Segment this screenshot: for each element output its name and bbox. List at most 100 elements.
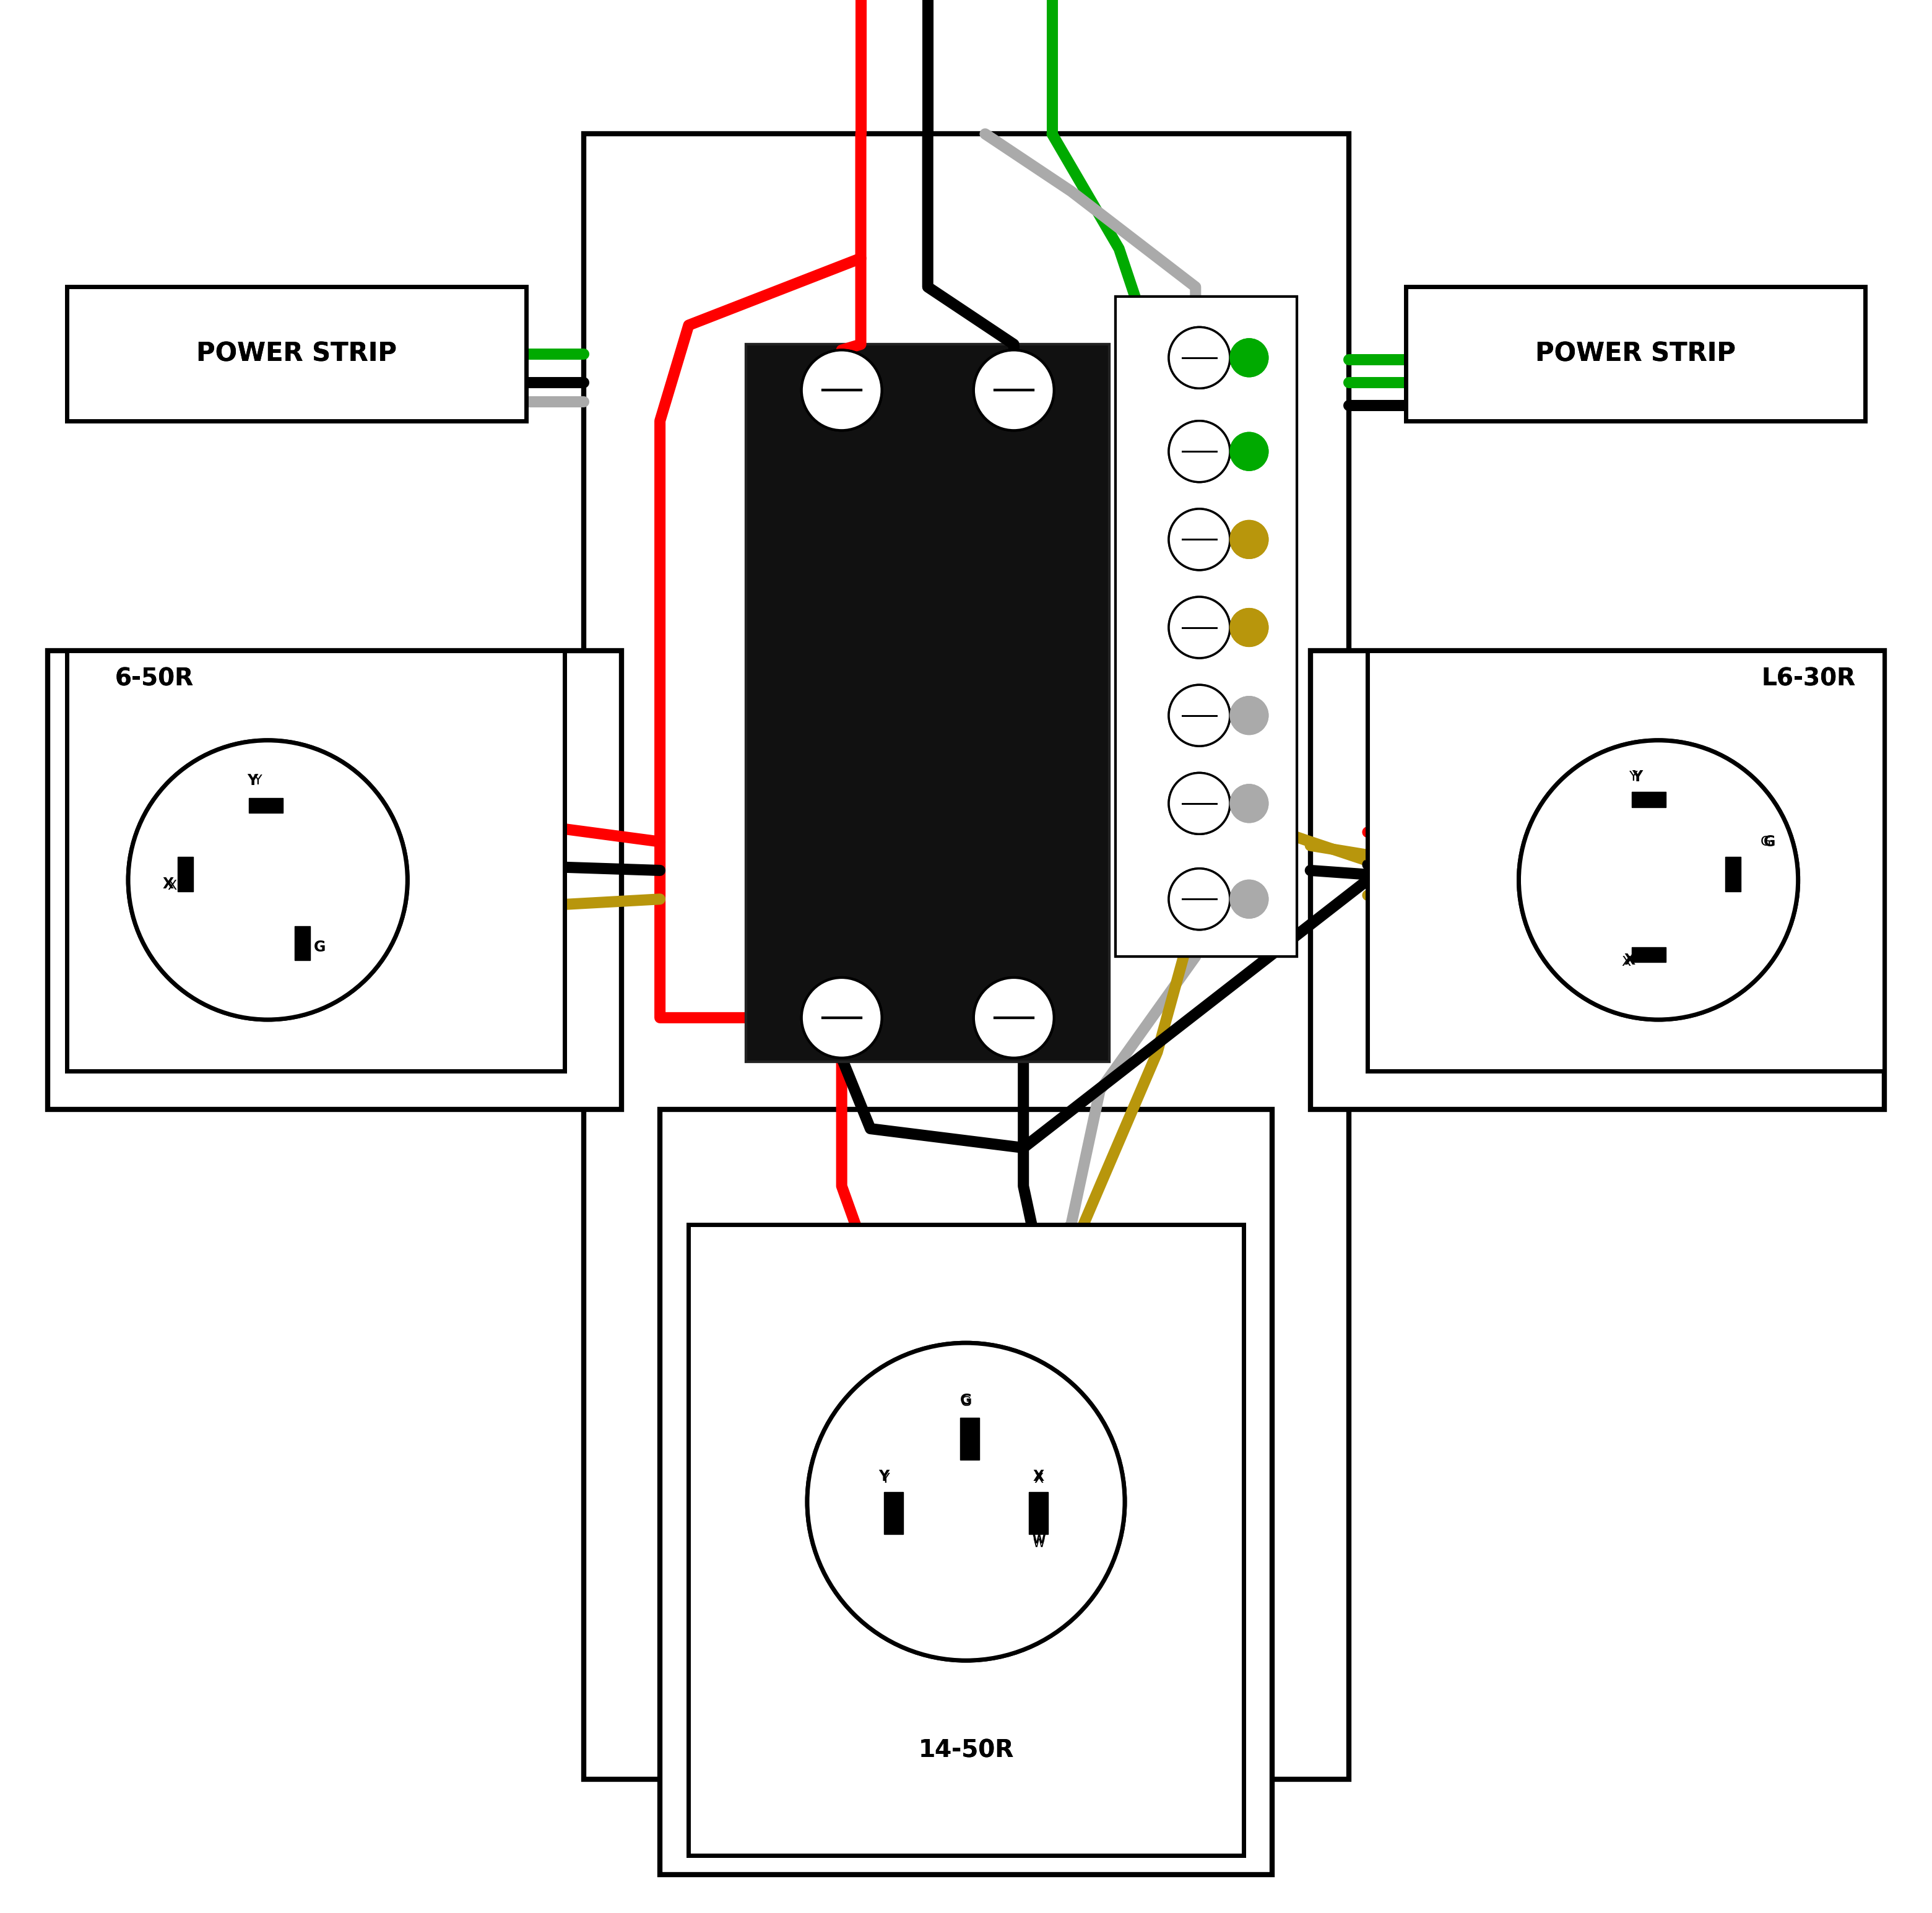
Circle shape bbox=[802, 350, 881, 430]
Text: POWER STRIP: POWER STRIP bbox=[1536, 341, 1735, 367]
Text: W: W bbox=[1034, 1538, 1045, 1550]
Text: 6-50R: 6-50R bbox=[114, 668, 193, 691]
Circle shape bbox=[1169, 685, 1231, 746]
Text: Y: Y bbox=[879, 1469, 889, 1484]
Bar bbox=[1310, 650, 1884, 1110]
Circle shape bbox=[1231, 520, 1267, 559]
Circle shape bbox=[1231, 696, 1267, 735]
Text: 14-50R: 14-50R bbox=[918, 1739, 1014, 1762]
Circle shape bbox=[1169, 773, 1231, 834]
Bar bbox=[249, 796, 284, 815]
Circle shape bbox=[1231, 339, 1267, 377]
Circle shape bbox=[1519, 740, 1799, 1020]
Circle shape bbox=[128, 740, 408, 1020]
Text: Y: Y bbox=[881, 1473, 891, 1484]
Circle shape bbox=[802, 350, 881, 430]
Bar bbox=[249, 798, 284, 813]
Bar bbox=[1406, 287, 1864, 421]
Circle shape bbox=[802, 978, 881, 1058]
Bar bbox=[68, 650, 564, 1071]
Text: G: G bbox=[1764, 834, 1776, 849]
Text: Y: Y bbox=[1633, 769, 1642, 784]
Circle shape bbox=[1231, 432, 1267, 471]
Bar bbox=[1633, 792, 1665, 807]
Text: G: G bbox=[960, 1393, 972, 1408]
Text: W: W bbox=[1032, 1534, 1045, 1546]
Circle shape bbox=[1231, 784, 1267, 823]
Bar bbox=[960, 1418, 980, 1460]
Circle shape bbox=[1231, 608, 1267, 647]
Bar bbox=[68, 287, 526, 421]
Circle shape bbox=[1169, 509, 1231, 570]
Bar bbox=[68, 287, 526, 421]
Bar bbox=[178, 857, 197, 891]
Text: G: G bbox=[313, 939, 325, 955]
Circle shape bbox=[1169, 773, 1231, 834]
Bar bbox=[48, 650, 622, 1110]
Text: X: X bbox=[1034, 1469, 1045, 1484]
Bar bbox=[178, 857, 193, 891]
Circle shape bbox=[1231, 784, 1267, 823]
Bar bbox=[661, 1110, 1271, 1875]
Bar bbox=[1725, 857, 1741, 891]
Bar bbox=[1030, 1492, 1049, 1534]
Circle shape bbox=[1231, 880, 1267, 918]
Text: X: X bbox=[162, 876, 174, 891]
Text: X: X bbox=[1034, 1473, 1043, 1484]
Bar bbox=[883, 1492, 902, 1534]
Circle shape bbox=[1169, 327, 1231, 388]
Bar bbox=[1368, 650, 1884, 1071]
Text: X: X bbox=[168, 880, 178, 891]
Text: L6-30R: L6-30R bbox=[1762, 668, 1855, 691]
Circle shape bbox=[1169, 421, 1231, 482]
Text: G: G bbox=[960, 1396, 972, 1408]
Bar bbox=[746, 344, 1109, 1062]
Bar bbox=[1633, 943, 1665, 962]
Bar bbox=[885, 1492, 904, 1534]
Text: POWER STRIP: POWER STRIP bbox=[197, 341, 396, 367]
Bar bbox=[1633, 792, 1665, 811]
Circle shape bbox=[1169, 869, 1231, 930]
Bar bbox=[1368, 650, 1884, 1071]
Circle shape bbox=[1169, 509, 1231, 570]
Text: 14-50R: 14-50R bbox=[918, 1739, 1014, 1762]
Bar bbox=[583, 134, 1349, 1779]
Circle shape bbox=[1169, 869, 1231, 930]
Bar bbox=[1115, 297, 1296, 956]
Circle shape bbox=[1231, 696, 1267, 735]
Circle shape bbox=[1231, 339, 1267, 377]
Text: 6-50R: 6-50R bbox=[114, 668, 193, 691]
Bar bbox=[746, 344, 1109, 1062]
Circle shape bbox=[974, 350, 1055, 430]
Circle shape bbox=[802, 978, 881, 1058]
Bar bbox=[962, 1419, 981, 1462]
Text: POWER STRIP: POWER STRIP bbox=[1536, 341, 1735, 367]
Circle shape bbox=[1169, 597, 1231, 658]
Text: POWER STRIP: POWER STRIP bbox=[197, 341, 396, 367]
Bar bbox=[1633, 947, 1665, 962]
Circle shape bbox=[1169, 327, 1231, 388]
Circle shape bbox=[974, 978, 1055, 1058]
Circle shape bbox=[128, 740, 408, 1020]
Circle shape bbox=[1231, 520, 1267, 559]
Circle shape bbox=[974, 350, 1055, 430]
Circle shape bbox=[1169, 685, 1231, 746]
Text: G: G bbox=[315, 941, 325, 953]
Text: Y: Y bbox=[253, 775, 263, 786]
Text: Y: Y bbox=[247, 773, 257, 788]
Bar bbox=[1030, 1492, 1049, 1534]
Bar bbox=[68, 650, 564, 1071]
Bar bbox=[688, 1224, 1244, 1856]
Bar bbox=[1723, 857, 1743, 891]
Circle shape bbox=[974, 978, 1055, 1058]
Bar bbox=[688, 1224, 1244, 1856]
Circle shape bbox=[1169, 597, 1231, 658]
Circle shape bbox=[1231, 880, 1267, 918]
Circle shape bbox=[1231, 432, 1267, 471]
Bar bbox=[1406, 287, 1864, 421]
Text: G: G bbox=[1760, 836, 1772, 847]
Text: X: X bbox=[1625, 953, 1634, 968]
Circle shape bbox=[1169, 421, 1231, 482]
Circle shape bbox=[1519, 740, 1799, 1020]
Text: Y: Y bbox=[1629, 771, 1638, 782]
